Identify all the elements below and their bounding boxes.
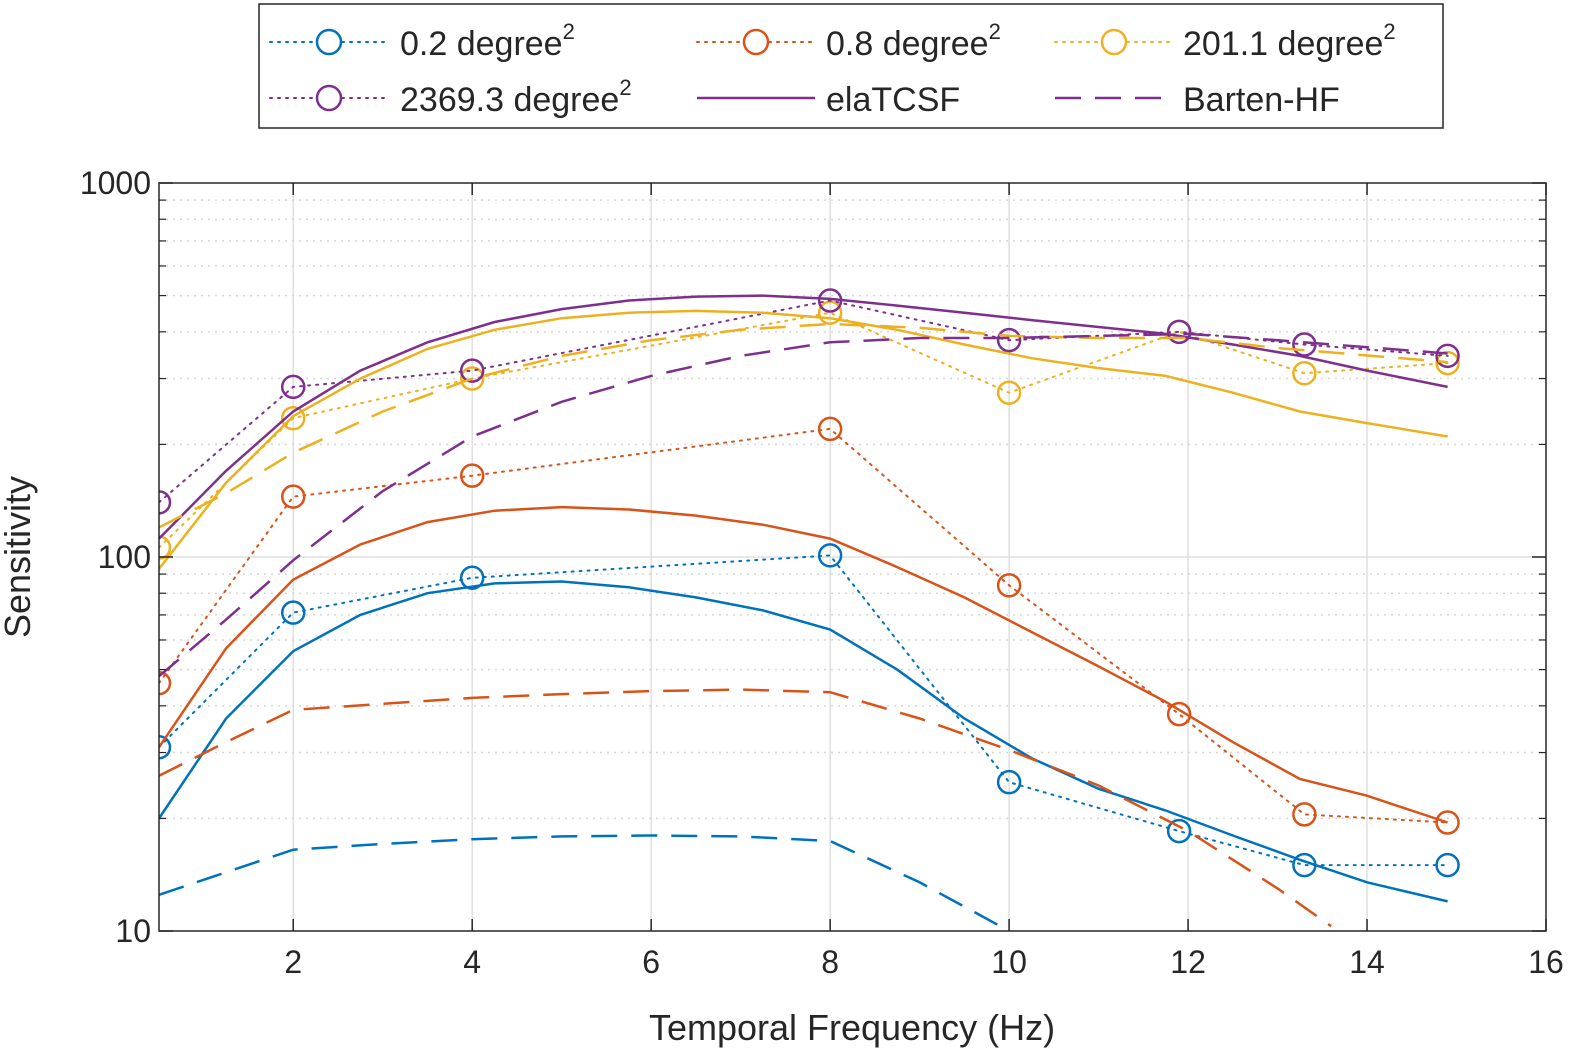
x-tick-label: 12 <box>1170 944 1206 980</box>
series-8 <box>159 834 1010 931</box>
data-point <box>1435 343 1460 369</box>
data-point <box>817 543 843 568</box>
data-point <box>280 374 306 400</box>
data-point <box>459 463 485 488</box>
data-point <box>1166 701 1192 727</box>
data-point <box>280 600 306 625</box>
legend-label: 0.2 degree2 <box>400 19 575 63</box>
series-11 <box>159 332 1448 678</box>
series-line <box>159 834 1010 931</box>
data-point <box>159 490 172 515</box>
legend-item-meas_0_2: 0.2 degree2 <box>269 19 575 63</box>
data-point <box>996 327 1022 353</box>
legend-label: elaTCSF <box>826 81 960 119</box>
legend-item-meas_2369_3: 2369.3 degree2 <box>269 75 632 119</box>
legend-label: 0.8 degree2 <box>826 19 1001 63</box>
data-point <box>1292 802 1317 827</box>
series-layer <box>159 288 1460 931</box>
data-point <box>996 380 1022 405</box>
grid <box>159 183 1546 931</box>
series-line <box>159 688 1332 928</box>
legend-marker <box>315 28 343 56</box>
series-line <box>159 505 1448 824</box>
data-point <box>1166 319 1192 345</box>
legend-label: Barten-HF <box>1183 81 1340 119</box>
legend-label: 201.1 degree2 <box>1183 19 1396 63</box>
data-point <box>817 300 843 325</box>
data-point <box>459 366 485 391</box>
series-1 <box>159 416 1460 835</box>
series-line <box>159 322 1448 529</box>
data-point <box>280 405 306 431</box>
y-tick-label: 10 <box>115 913 151 949</box>
x-tick-label: 4 <box>463 944 481 980</box>
data-point <box>159 734 172 760</box>
legend-marker <box>742 28 770 56</box>
data-point <box>1292 360 1317 386</box>
legend-label: 2369.3 degree2 <box>400 75 632 119</box>
series-line <box>159 580 1448 903</box>
legend-marker <box>1100 28 1128 56</box>
data-point <box>459 358 485 383</box>
x-tick-label: 10 <box>991 944 1027 980</box>
series-0 <box>159 543 1460 878</box>
legend-box <box>258 3 1444 129</box>
data-point <box>1435 350 1460 376</box>
series-line <box>159 427 1449 824</box>
y-tick-label: 1000 <box>80 165 151 201</box>
series-9 <box>159 688 1332 928</box>
data-point <box>159 535 172 560</box>
data-point <box>280 484 306 509</box>
legend-item-meas_201_1: 201.1 degree2 <box>1054 19 1396 63</box>
x-tick-label: 14 <box>1349 944 1385 980</box>
legend-item-barten: Barten-HF <box>1055 81 1340 119</box>
x-axis-label: Temporal Frequency (Hz) <box>649 1007 1055 1048</box>
legend-marker <box>315 84 343 112</box>
x-tick-label: 16 <box>1528 944 1564 980</box>
ticks: 2 4 6 8 10 12 14 16 10 100 1000 <box>80 165 1564 980</box>
legend: 0.2 degree2 0.8 degree2 201.1 degree2 2369.… <box>258 3 1444 129</box>
data-point <box>996 573 1022 598</box>
y-axis-label: Sensitivity <box>0 476 38 638</box>
series-line <box>159 309 1448 570</box>
series-line <box>159 332 1448 678</box>
series-line <box>159 554 1449 867</box>
data-point <box>1435 810 1460 835</box>
series-5 <box>159 505 1448 824</box>
x-tick-label: 6 <box>642 944 660 980</box>
data-point <box>996 769 1022 795</box>
x-tick-label: 8 <box>821 944 839 980</box>
data-point <box>817 416 843 442</box>
data-point <box>1435 852 1460 878</box>
y-tick-label: 100 <box>98 539 151 575</box>
legend-item-meas_0_8: 0.8 degree2 <box>696 19 1001 63</box>
series-10 <box>159 322 1448 529</box>
series-line <box>159 311 1449 549</box>
data-point <box>1292 332 1317 357</box>
data-point <box>459 565 485 591</box>
legend-item-elatcsf: elaTCSF <box>697 81 960 119</box>
x-tick-label: 2 <box>284 944 302 980</box>
series-3 <box>159 288 1460 515</box>
data-point <box>1166 818 1192 844</box>
data-point <box>159 670 172 696</box>
series-4 <box>159 580 1448 903</box>
series-6 <box>159 309 1448 570</box>
